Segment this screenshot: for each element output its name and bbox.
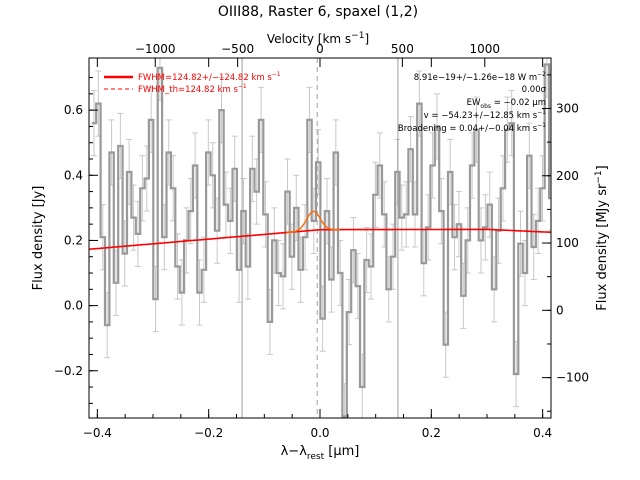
y-tick-label: 0.4 [64,168,83,182]
model-fit-line [89,228,551,250]
top-tick-label: 500 [391,42,414,56]
y-right-tick-label: 100 [556,236,579,250]
x-tick-label: −0.2 [194,426,223,440]
y-right-tick-label: 200 [556,169,579,183]
top-tick-label: −1000 [135,42,176,56]
y-tick-label: −0.2 [54,364,83,378]
annotations: 8.91e−19+/−1.26e−18 W m−2 0.00σ EWobs = … [398,71,547,134]
top-axis-label: Velocity [km s−1] [267,31,369,46]
x-tick-label: −0.4 [83,426,112,440]
x-tick-label: 0.2 [422,426,441,440]
legend-fwhm-th: FWHM_th=124.82 km s−1 [138,83,247,95]
y-axis-label: Flux density [Jy] [31,186,46,291]
y-tick-label: 0.6 [64,103,83,117]
y-right-tick-label: 300 [556,101,579,115]
legend-fwhm: FWHM=124.82+/−124.82 km s−1 [138,71,281,83]
x-tick-label: 0.0 [310,426,329,440]
y-right-tick-label: 0 [556,303,564,317]
annotation-velocity: v = −54.23+/−12.85 km s−1 [424,109,547,121]
x-tick-label: 0.4 [533,426,552,440]
y-tick-label: 0.0 [64,299,83,313]
top-tick-label: 0 [316,42,324,56]
legend: FWHM=124.82+/−124.82 km s−1 FWHM_th=124.… [104,71,281,95]
y-right-axis-label: Flux density [MJy sr−1] [594,165,610,310]
chart-title: OIII88, Raster 6, spaxel (1,2) [218,4,418,20]
annotation-broadening: Broadening = 0.04+/−0.04 km s−1 [398,122,546,134]
annotation-sigma: 0.00σ [522,85,547,95]
top-tick-label: −500 [221,42,254,56]
spectrum-series [91,63,551,418]
annotation-ew: EWobs = −0.02 μm [467,98,546,110]
x-axis-label: λ−λrest [μm] [281,444,360,462]
annotation-flux: 8.91e−19+/−1.26e−18 W m−2 [414,71,546,83]
y-tick-label: 0.2 [64,233,83,247]
y-right-tick-label: −100 [556,371,589,385]
top-tick-label: 1000 [469,42,500,56]
gaussian-line [286,210,340,234]
